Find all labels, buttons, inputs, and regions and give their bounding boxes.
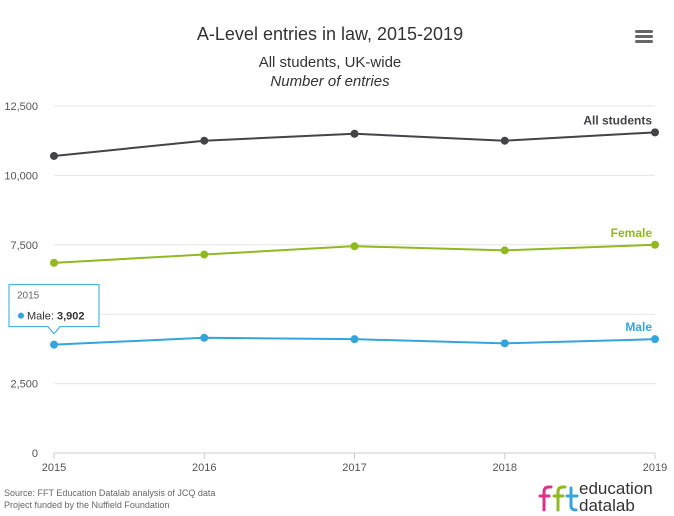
x-tick-label: 2016 bbox=[192, 462, 216, 474]
tooltip-separator: : bbox=[51, 311, 57, 323]
x-tick-label: 2017 bbox=[342, 462, 366, 474]
y-tick-label: 7,500 bbox=[10, 240, 38, 252]
data-point-male[interactable] bbox=[200, 333, 209, 342]
tooltip-category: 2015 bbox=[17, 291, 40, 302]
series-female: Female bbox=[50, 226, 659, 267]
data-point-female[interactable] bbox=[651, 240, 659, 249]
logo-letter-t bbox=[565, 486, 579, 512]
data-point-all-students[interactable] bbox=[200, 136, 209, 145]
chart-subtitle-units: Number of entries bbox=[270, 73, 390, 90]
logo-word-datalab: datalab bbox=[579, 496, 635, 515]
source-line-2: Project funded by the Nuffield Foundatio… bbox=[4, 500, 169, 510]
data-point-male[interactable] bbox=[350, 335, 359, 344]
tooltip-series-dot bbox=[18, 312, 24, 319]
x-tick-label: 2019 bbox=[643, 462, 667, 474]
data-point-female[interactable] bbox=[50, 258, 58, 267]
x-axis: 2015 2016 2017 2018 2019 bbox=[42, 452, 667, 474]
tooltip-box bbox=[8, 284, 100, 335]
y-tick-label: 0 bbox=[32, 448, 38, 460]
series-label-female: Female bbox=[611, 226, 653, 240]
tooltip-series-name: Male bbox=[27, 311, 51, 323]
tooltip-value-number: 3,902 bbox=[57, 311, 85, 323]
series-all-students: All students bbox=[50, 113, 659, 160]
tooltip: 2015 Male: 3,902 bbox=[8, 284, 100, 335]
source-line-1: Source: FFT Education Datalab analysis o… bbox=[4, 488, 215, 498]
data-point-male[interactable] bbox=[50, 340, 58, 349]
y-tick-label: 10,000 bbox=[4, 170, 38, 182]
series-label-male: Male bbox=[625, 320, 652, 334]
series-label-all-students: All students bbox=[583, 113, 652, 127]
data-point-all-students[interactable] bbox=[350, 129, 359, 138]
chart-subtitle: All students, UK-wide bbox=[259, 54, 402, 71]
y-tick-label: 2,500 bbox=[10, 379, 38, 391]
tooltip-value: Male: 3,902 bbox=[27, 311, 85, 323]
logo-letter-f bbox=[538, 485, 553, 512]
data-point-all-students[interactable] bbox=[50, 151, 58, 160]
logo-letter-f bbox=[552, 485, 567, 512]
x-tick-label: 2018 bbox=[493, 462, 517, 474]
series-male: Male bbox=[50, 320, 659, 349]
data-point-female[interactable] bbox=[200, 250, 209, 259]
data-point-male[interactable] bbox=[651, 335, 659, 344]
y-tick-label: 12,500 bbox=[4, 101, 38, 113]
hamburger-menu-icon[interactable] bbox=[635, 30, 653, 43]
x-tick-label: 2015 bbox=[42, 462, 66, 474]
chart-title: A-Level entries in law, 2015-2019 bbox=[197, 24, 463, 44]
data-point-male[interactable] bbox=[500, 339, 509, 348]
logo-word-education: education bbox=[579, 479, 653, 498]
data-point-all-students[interactable] bbox=[651, 128, 659, 137]
data-point-female[interactable] bbox=[500, 246, 509, 255]
fft-logo-mark bbox=[538, 485, 579, 512]
education-datalab-logo: education datalab bbox=[538, 479, 653, 515]
series-group: All students Female Male bbox=[50, 113, 659, 349]
data-point-all-students[interactable] bbox=[500, 136, 509, 145]
data-point-female[interactable] bbox=[350, 242, 359, 251]
